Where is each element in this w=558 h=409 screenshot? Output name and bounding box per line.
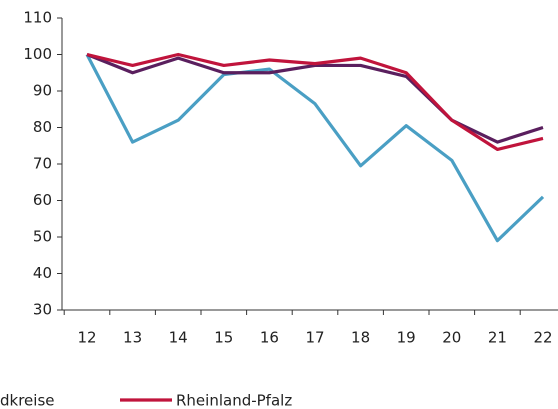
y-tick-label: 60 <box>33 191 52 209</box>
x-tick-label: 22 <box>533 329 552 347</box>
x-tick-label: 12 <box>77 329 96 347</box>
x-tick-label: 18 <box>351 329 370 347</box>
y-tick-label: 50 <box>33 228 52 246</box>
x-tick-label: 17 <box>305 329 324 347</box>
y-tick-label: 30 <box>33 301 52 319</box>
y-tick-label: 110 <box>23 9 52 27</box>
legend-label: dkreise <box>0 392 55 409</box>
legend-label: Rheinland-Pfalz <box>176 392 292 409</box>
series-line <box>86 53 544 144</box>
x-tick-label: 20 <box>442 329 461 347</box>
y-tick-label: 90 <box>33 82 52 100</box>
series-line <box>86 52 544 151</box>
x-tick-label: 14 <box>169 329 188 347</box>
x-tick-label: 16 <box>260 329 279 347</box>
series-line <box>85 53 545 243</box>
x-tick-label: 15 <box>214 329 233 347</box>
x-tick-label: 13 <box>123 329 142 347</box>
y-tick-label: 40 <box>33 264 52 282</box>
y-tick-label: 70 <box>33 155 52 173</box>
x-tick-label: 19 <box>397 329 416 347</box>
y-tick-label: 100 <box>23 45 52 63</box>
x-tick-label: 21 <box>488 329 507 347</box>
y-tick-label: 80 <box>33 118 52 136</box>
